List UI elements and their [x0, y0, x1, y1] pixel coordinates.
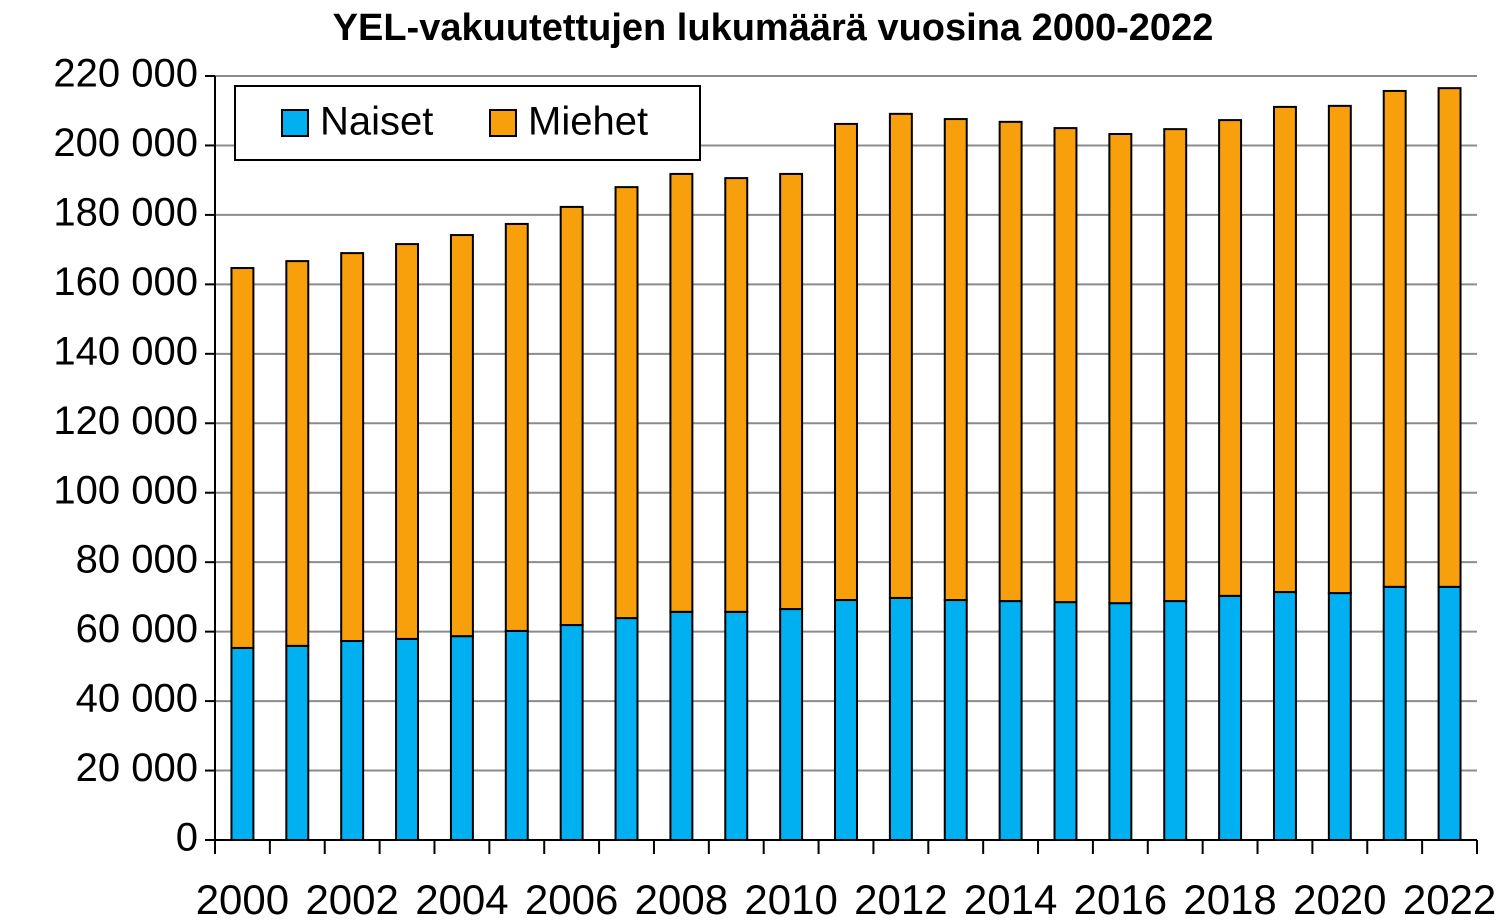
bar-segment [669, 610, 694, 841]
bar-segment [285, 260, 310, 647]
bar-segment [1218, 119, 1243, 597]
bar-segment [1163, 600, 1188, 841]
bar-segment [230, 267, 255, 649]
bar-segment [888, 596, 913, 842]
y-tick-label: 120 000 [53, 399, 198, 443]
y-tick-label: 80 000 [76, 538, 198, 582]
bar-segment [1327, 592, 1352, 842]
bar-segment [1437, 87, 1462, 588]
legend-label: Naiset [320, 100, 433, 144]
bar-segment [1437, 585, 1462, 842]
x-tick-label: 2002 [305, 876, 398, 921]
legend-swatch [281, 109, 309, 137]
bar-segment [1382, 585, 1407, 842]
bar-segment [724, 177, 749, 613]
bar-segment [449, 635, 474, 841]
bar-segment [943, 599, 968, 841]
bar-segment [395, 637, 420, 841]
x-tick-label: 2010 [744, 876, 837, 921]
bar-segment [834, 599, 858, 841]
bar-segment [559, 205, 584, 627]
legend-label: Miehet [528, 100, 648, 144]
y-tick-label: 20 000 [76, 746, 198, 790]
bar-segment [834, 122, 858, 602]
y-tick-label: 0 [176, 816, 198, 860]
bar-segment [1108, 602, 1133, 841]
bar-segment [1327, 104, 1352, 595]
bar-segment [1272, 105, 1297, 594]
y-tick-label: 40 000 [76, 677, 198, 721]
bar-segment [998, 600, 1023, 841]
bar-segment [724, 610, 749, 841]
bar-segment [1053, 127, 1078, 604]
bar-segment [285, 644, 310, 842]
bar-segment [395, 243, 420, 640]
bar-segment [449, 234, 474, 638]
legend-swatch [489, 109, 517, 137]
y-tick-label: 200 000 [53, 121, 198, 165]
x-tick-label: 2000 [196, 876, 289, 921]
chart-title: YEL-vakuutettujen lukumäärä vuosina 2000… [333, 7, 1214, 49]
bar-segment [1382, 89, 1407, 588]
bar-segment [779, 172, 804, 611]
bar-segment [340, 640, 365, 842]
bar-segment [943, 118, 968, 602]
x-tick-label: 2008 [635, 876, 728, 921]
bar-segment [504, 629, 529, 842]
x-tick-label: 2006 [525, 876, 618, 921]
x-tick-label: 2014 [964, 876, 1057, 921]
x-tick-label: 2012 [854, 876, 947, 921]
y-tick-label: 180 000 [53, 190, 198, 234]
bar-segment [504, 222, 529, 632]
y-tick-label: 220 000 [53, 52, 198, 96]
y-tick-label: 100 000 [53, 468, 198, 512]
y-tick-label: 160 000 [53, 260, 198, 304]
bar-segment [614, 186, 639, 620]
bar-segment [779, 608, 804, 842]
bar-segment [1163, 128, 1188, 603]
bar-segment [340, 252, 365, 643]
x-tick-label: 2018 [1183, 876, 1276, 921]
bar-segment [888, 112, 913, 599]
y-tick-label: 60 000 [76, 607, 198, 651]
bar-segment [1272, 591, 1297, 842]
bar-segment [1053, 601, 1078, 841]
bar-segment [669, 172, 694, 613]
x-tick-label: 2022 [1403, 876, 1496, 921]
x-tick-label: 2020 [1293, 876, 1386, 921]
x-tick-label: 2004 [415, 876, 508, 921]
legend-box [234, 85, 701, 161]
bar-segment [1218, 594, 1243, 841]
bar-segment [1108, 132, 1133, 605]
y-tick-label: 140 000 [53, 329, 198, 373]
x-tick-label: 2016 [1074, 876, 1167, 921]
bar-segment [614, 617, 639, 841]
bar-segment [559, 624, 584, 842]
bar-segment [998, 120, 1023, 603]
bar-segment [230, 646, 255, 842]
